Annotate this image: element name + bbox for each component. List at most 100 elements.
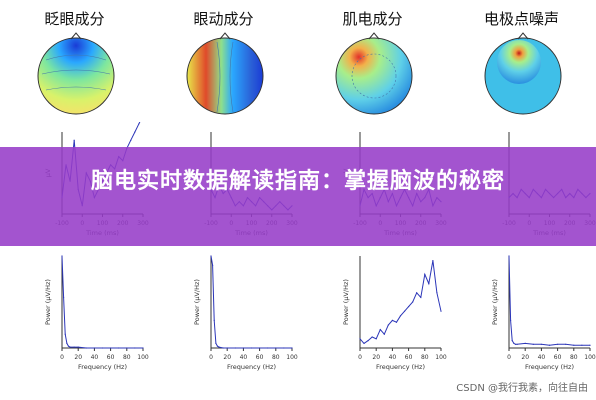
data-point	[420, 296, 422, 298]
data-point	[259, 347, 261, 349]
topomap-blink	[37, 32, 115, 115]
data-point	[222, 347, 224, 349]
data-point	[283, 347, 285, 349]
data-point	[436, 292, 438, 294]
data-point	[581, 344, 583, 346]
x-tick-label: 40	[538, 354, 546, 361]
data-point	[134, 131, 136, 133]
x-tick-label: 0	[507, 354, 511, 361]
x-tick-label: 0	[358, 354, 362, 361]
x-tick-label: 20	[74, 354, 82, 361]
y-axis-label: Power (μV/Hz)	[491, 279, 499, 325]
panel-title: 肌电成分	[342, 10, 403, 28]
data-point	[138, 123, 140, 125]
data-point	[432, 260, 434, 262]
freq-plot-muscle: 0 20 40 60 80 100 Frequency (Hz) Power (μV/Hz)	[298, 246, 447, 376]
title-banner: 脑电实时数据解读指南：掌握脑波的秘密	[0, 147, 596, 246]
data-point	[440, 310, 442, 312]
power-spectrum-svg: 0 20 40 60 80 100 Frequency (Hz) Power (μV/Hz)	[491, 255, 596, 371]
data-point	[412, 301, 414, 303]
x-tick-label: 40	[91, 354, 99, 361]
data-point	[210, 255, 212, 257]
data-point	[557, 343, 559, 345]
topomap-muscle	[335, 32, 413, 115]
y-axis-label: Power (μV/Hz)	[193, 279, 201, 325]
power-spectrum-svg: 0 20 40 60 80 100 Frequency (Hz) Power (μV/Hz)	[193, 255, 298, 371]
panel-title: 电极点噪声	[483, 10, 559, 28]
data-point	[391, 319, 393, 321]
data-point	[130, 139, 132, 141]
data-point	[242, 347, 244, 349]
panel-title: 眨眼成分	[44, 10, 105, 28]
power-spectrum-svg: 0 20 40 60 80 100 Frequency (Hz) Power (μV/Hz)	[44, 255, 149, 371]
data-point	[408, 306, 410, 308]
data-point	[67, 345, 70, 347]
data-point	[508, 255, 510, 257]
x-tick-label: 20	[372, 354, 380, 361]
series-line	[508, 255, 590, 346]
data-point	[61, 255, 63, 257]
data-point	[218, 346, 220, 348]
data-point	[363, 342, 365, 344]
data-point	[126, 347, 128, 349]
data-point	[73, 139, 75, 141]
x-axis-label: Frequency (Hz)	[525, 363, 574, 371]
series-line	[210, 255, 292, 349]
x-tick-label: 60	[405, 354, 413, 361]
data-point	[524, 342, 526, 344]
data-point	[250, 347, 253, 349]
panel-title: 眼动成分	[193, 10, 254, 28]
x-tick-label: 40	[240, 354, 248, 361]
x-tick-label: 20	[521, 354, 529, 361]
data-point	[367, 340, 369, 342]
data-point	[234, 347, 236, 349]
x-tick-label: 80	[421, 354, 429, 361]
data-point	[73, 346, 75, 348]
data-point	[93, 347, 95, 349]
data-point	[573, 344, 575, 346]
x-tick-label: 100	[584, 354, 596, 361]
data-point	[513, 342, 515, 344]
data-point	[379, 329, 381, 331]
freq-plot-eye-movement: 0 20 40 60 80 100 Frequency (Hz) Power (μV/Hz)	[149, 246, 298, 376]
data-point	[101, 347, 104, 349]
data-point	[395, 321, 398, 323]
x-axis-label: Frequency (Hz)	[227, 363, 276, 371]
data-point	[516, 343, 518, 345]
data-point	[371, 336, 373, 338]
data-point	[383, 333, 385, 335]
data-point	[213, 319, 215, 321]
data-point	[142, 347, 144, 349]
data-point	[110, 347, 112, 349]
topomap-eye-movement	[186, 32, 264, 115]
x-tick-label: 60	[256, 354, 264, 361]
data-point	[69, 346, 71, 348]
data-point	[66, 342, 68, 344]
x-tick-label: 60	[554, 354, 562, 361]
data-point	[212, 264, 214, 266]
x-axis-label: Frequency (Hz)	[78, 363, 127, 371]
data-point	[589, 344, 591, 346]
data-point	[134, 347, 136, 349]
x-tick-label: 0	[209, 354, 213, 361]
x-axis-label: Frequency (Hz)	[376, 363, 425, 371]
series-line	[61, 255, 143, 349]
x-tick-label: 60	[107, 354, 115, 361]
data-point	[510, 319, 512, 321]
data-point	[428, 283, 430, 285]
data-point	[267, 347, 269, 349]
data-point	[359, 338, 361, 340]
x-tick-label: 20	[223, 354, 231, 361]
data-point	[416, 292, 418, 294]
power-spectrum-svg: 0 20 40 60 80 100 Frequency (Hz) Power (μV/Hz)	[342, 256, 447, 371]
series-line	[359, 260, 442, 345]
x-tick-label: 80	[272, 354, 280, 361]
x-tick-label: 40	[389, 354, 397, 361]
data-point	[63, 296, 65, 298]
x-tick-label: 100	[435, 354, 447, 361]
data-point	[565, 343, 567, 345]
x-tick-label: 80	[570, 354, 578, 361]
x-tick-label: 100	[286, 354, 298, 361]
data-point	[64, 333, 66, 335]
